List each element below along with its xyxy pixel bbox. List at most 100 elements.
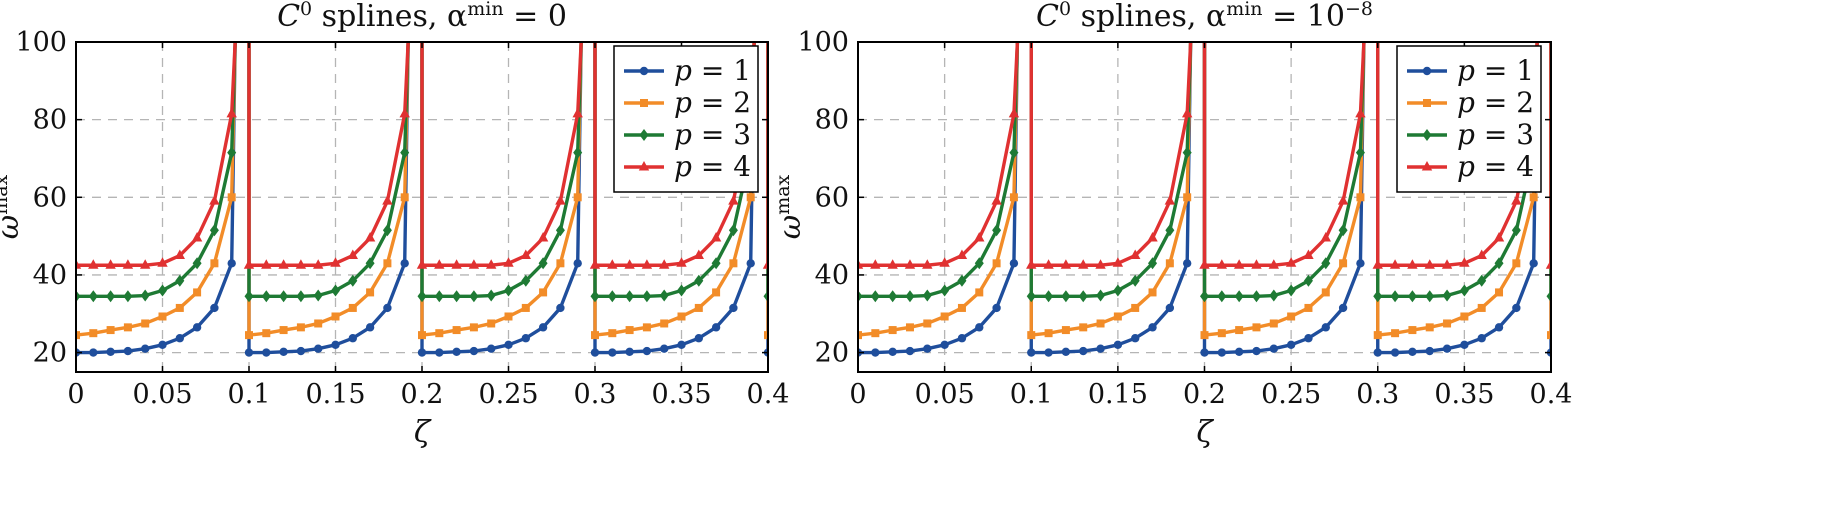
marker-circle xyxy=(1356,259,1365,268)
legend-item: p = 4 xyxy=(624,150,751,183)
x-axis-label: ζ xyxy=(414,415,432,450)
marker-circle xyxy=(590,348,600,357)
marker-diamond xyxy=(940,284,950,297)
marker-diamond xyxy=(711,257,721,270)
marker-diamond xyxy=(227,146,237,159)
marker-circle xyxy=(279,347,288,357)
marker-triangle xyxy=(589,259,601,269)
marker-triangle xyxy=(313,259,324,269)
marker-diamond xyxy=(1321,257,1331,270)
marker-square xyxy=(923,319,932,328)
marker-diamond xyxy=(888,290,898,303)
marker-triangle xyxy=(1407,259,1418,269)
marker-triangle xyxy=(1476,249,1487,260)
marker-circle xyxy=(1442,344,1452,353)
marker-circle xyxy=(1131,334,1140,343)
ticks: 0 0.05 0.1 0.15 0.2 0.25 0.3 0.35 0.4 20 40 60 80 100 xyxy=(797,27,1572,410)
marker-triangle xyxy=(226,107,237,118)
marker-diamond xyxy=(88,290,98,303)
legend-item: p = 2 xyxy=(1407,86,1534,119)
marker-triangle xyxy=(278,259,289,269)
marker-square xyxy=(141,319,150,328)
y-axis-label: ωmax xyxy=(0,174,26,239)
marker-diamond xyxy=(76,290,81,303)
marker-square xyxy=(712,288,721,297)
legend-label: p = 3 xyxy=(1457,118,1534,151)
marker-circle xyxy=(1494,323,1504,332)
marker-circle xyxy=(1079,346,1088,356)
marker-triangle xyxy=(1112,257,1124,267)
marker-triangle xyxy=(191,232,203,242)
marker-diamond xyxy=(1269,289,1279,302)
x-tick-label: 0.05 xyxy=(915,379,975,410)
marker-diamond xyxy=(957,274,967,287)
marker-triangle xyxy=(1164,195,1176,205)
marker-diamond xyxy=(1200,290,1209,303)
marker-square xyxy=(158,312,167,321)
marker-square xyxy=(1529,193,1538,202)
marker-square xyxy=(1235,326,1244,335)
x-tick-label: 0 xyxy=(849,379,866,410)
marker-triangle xyxy=(486,259,497,269)
marker-diamond xyxy=(209,224,219,237)
marker-diamond xyxy=(763,290,768,303)
marker-square xyxy=(957,303,966,312)
marker-triangle xyxy=(1060,259,1072,269)
marker-square xyxy=(640,99,648,107)
marker-circle xyxy=(642,346,652,356)
marker-square xyxy=(469,323,478,332)
marker-square xyxy=(1148,288,1157,297)
marker-triangle xyxy=(1459,257,1470,267)
marker-circle xyxy=(383,303,392,313)
chart-right: 0 0.05 0.1 0.15 0.2 0.25 0.3 0.35 0.4 20 40 60 80 100… xyxy=(772,0,1572,450)
marker-triangle xyxy=(140,259,151,269)
marker-diamond xyxy=(1009,146,1019,159)
marker-diamond xyxy=(417,290,427,303)
marker-diamond xyxy=(1407,290,1417,303)
marker-square xyxy=(871,329,880,338)
marker-triangle xyxy=(468,259,480,269)
marker-circle xyxy=(175,334,184,343)
plot-area xyxy=(76,42,768,357)
marker-triangle xyxy=(1355,107,1366,118)
marker-circle xyxy=(888,347,897,357)
marker-diamond xyxy=(158,284,167,297)
marker-diamond xyxy=(694,274,704,287)
y-tick-label: 40 xyxy=(33,260,67,291)
marker-square xyxy=(1131,303,1140,312)
marker-square xyxy=(1287,312,1296,321)
y-tick-label: 60 xyxy=(33,182,67,213)
marker-diamond xyxy=(992,224,1002,237)
marker-triangle xyxy=(1493,232,1505,242)
marker-triangle xyxy=(295,259,307,269)
marker-diamond xyxy=(1442,289,1452,302)
marker-square xyxy=(193,288,202,297)
marker-circle xyxy=(871,348,880,357)
marker-square xyxy=(1477,303,1486,312)
marker-square xyxy=(245,331,253,340)
marker-square xyxy=(504,312,513,321)
marker-triangle xyxy=(572,107,583,118)
marker-circle xyxy=(400,259,409,268)
marker-circle xyxy=(365,323,375,332)
marker-diamond xyxy=(296,290,306,303)
marker-diamond xyxy=(642,290,652,303)
plot-area xyxy=(858,42,1551,357)
marker-circle xyxy=(992,303,1001,313)
marker-diamond xyxy=(1148,257,1158,270)
marker-diamond xyxy=(1477,274,1487,287)
marker-square xyxy=(764,331,768,340)
legend-item: p = 3 xyxy=(1407,118,1534,151)
marker-diamond xyxy=(1096,289,1106,302)
marker-triangle xyxy=(641,259,653,269)
marker-triangle xyxy=(1199,259,1210,269)
marker-diamond xyxy=(1373,290,1383,303)
marker-square xyxy=(556,259,565,268)
marker-circle xyxy=(244,348,254,357)
marker-triangle xyxy=(1216,259,1228,269)
legend: p = 1p = 2p = 3p = 4 xyxy=(613,45,759,193)
marker-square xyxy=(1512,259,1521,268)
marker-circle xyxy=(1182,259,1192,268)
marker-circle xyxy=(639,66,649,76)
marker-circle xyxy=(1096,344,1105,353)
